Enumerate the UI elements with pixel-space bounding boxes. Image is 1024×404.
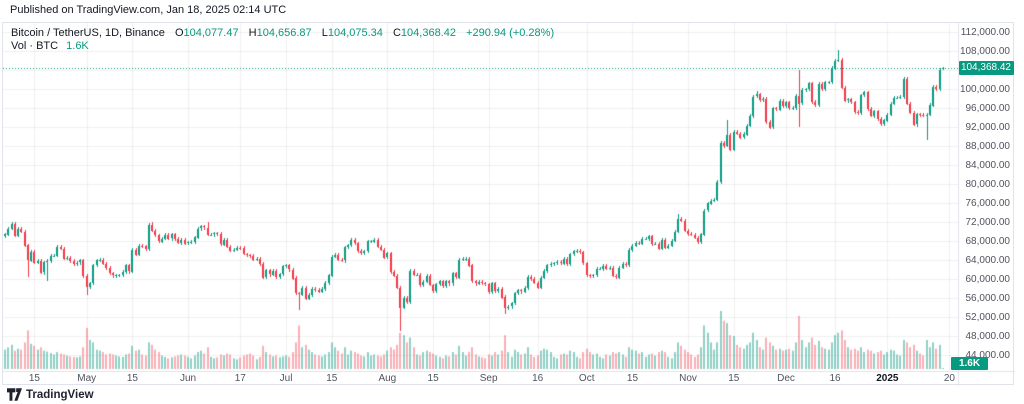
tradingview-logo-text: TradingView [26,388,94,401]
time-tick-label: 16 [532,373,544,384]
time-tick-label: Oct [578,373,595,384]
candlestick-chart[interactable] [3,23,1015,386]
price-tick-label: 64,000.00 [965,254,1011,266]
symbol-title[interactable]: Bitcoin / TetherUS, 1D, Binance [11,27,165,39]
time-tick-label: Nov [679,373,697,384]
time-tick-label: Dec [777,373,795,384]
time-tick-label: Sep [479,373,498,384]
price-tick-label: 92,000.00 [965,121,1011,133]
time-axis[interactable]: 15 May 15 Jun 17 Jul 15 Aug 15 Sep 16 Oct 15 Nov 15 Dec… [3,372,958,386]
last-price-badge: 104,368.42 [959,61,1014,76]
price-tick-label: 108,000.00 [959,45,1010,57]
time-tick-label: 15 [427,373,439,384]
time-tick-label: 16 [829,373,841,384]
ohlc-close: C104,368.42 [392,27,456,39]
price-axis[interactable]: 112,000.00108,000.00104,000.00100,000.00… [958,23,1015,371]
ohlc-open: O104,077.47 [174,27,239,39]
price-tick-label: 52,000.00 [965,311,1011,323]
published-line: Published on TradingView.com, Jan 18, 20… [10,4,287,16]
volume-value: 1.6K [66,40,89,52]
time-tick-label: 17 [234,373,246,384]
price-tick-label: 80,000.00 [965,178,1011,190]
tradingview-logo-icon [7,388,22,401]
time-tick-label: 15 [28,373,40,384]
volume-label: Vol · BTC [11,40,59,52]
price-tick-label: 112,000.00 [960,26,1010,38]
chart-frame: Bitcoin / TetherUS, 1D, Binance O104,077… [2,22,1015,386]
time-tick-label: 20 [943,373,955,384]
time-tick-label: Aug [378,373,397,384]
time-tick-label: Jun [179,373,197,384]
price-tick-label: 100,000.00 [959,83,1010,95]
price-tick-label: 68,000.00 [965,235,1011,247]
price-tick-label: 48,000.00 [965,330,1011,342]
price-tick-label: 60,000.00 [965,273,1011,285]
time-tick-label: 15 [326,373,338,384]
price-tick-label: 96,000.00 [965,102,1011,114]
price-tick-label: 72,000.00 [965,216,1011,228]
ohlc-high: H104,656.87 [248,27,312,39]
time-tick-label: May [77,373,97,384]
price-change: +290.94 (+0.28%) [466,27,555,39]
last-volume-badge: 1.6K [951,357,988,370]
time-tick-label: Jul [279,373,293,384]
time-tick-label: 15 [626,373,639,384]
tradingview-logo[interactable]: TradingView [7,388,94,401]
price-tick-label: 84,000.00 [965,159,1011,171]
price-tick-label: 76,000.00 [965,197,1011,209]
volume-legend: Vol · BTC 1.6K [11,40,89,52]
price-tick-label: 56,000.00 [965,292,1011,304]
time-tick-label: 2025 [876,373,899,384]
price-tick-label: 88,000.00 [965,140,1011,152]
price-tick-label: 44,000.00 [965,349,1011,361]
time-tick-label: 15 [728,373,740,384]
ohlc-low: L104,075.34 [321,27,383,39]
symbol-legend: Bitcoin / TetherUS, 1D, Binance O104,077… [11,27,554,39]
time-tick-label: 15 [126,373,138,384]
